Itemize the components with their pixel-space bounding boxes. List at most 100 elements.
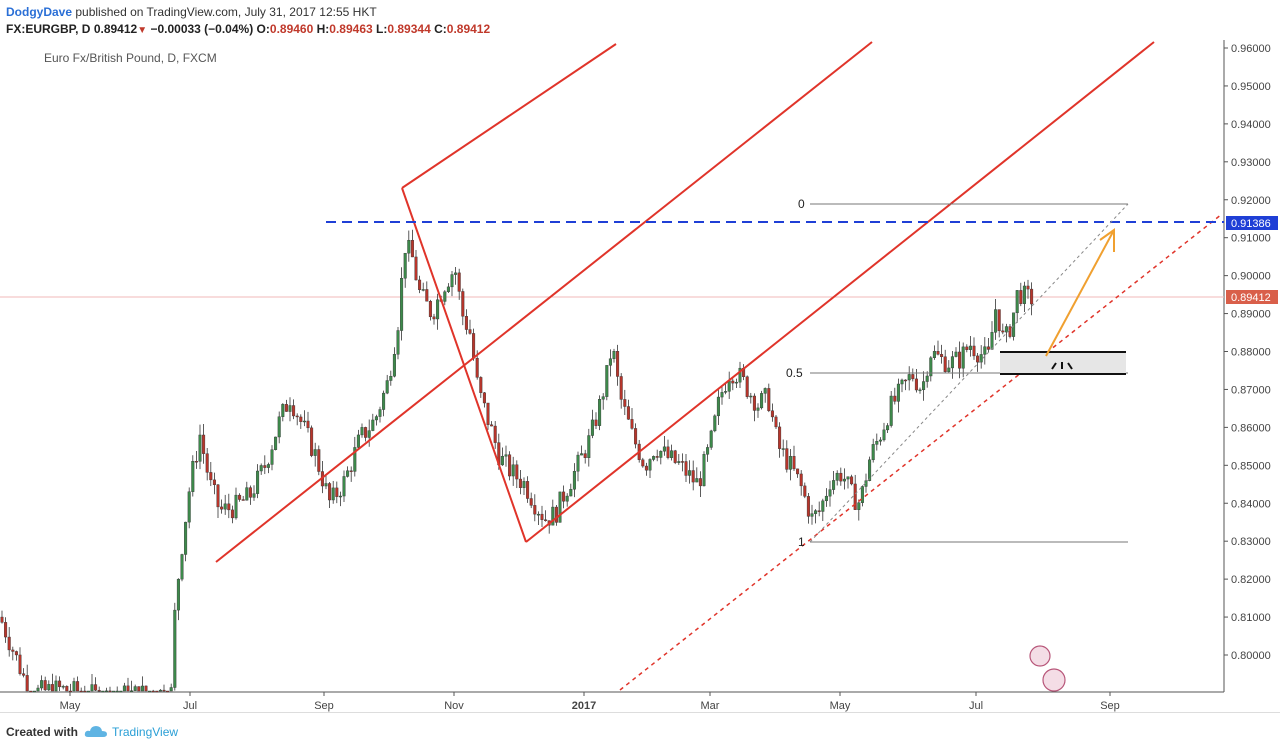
open-value: 0.89460	[269, 22, 314, 36]
candle-body	[598, 399, 602, 426]
support-zone[interactable]	[1000, 351, 1126, 375]
candle-body	[108, 690, 112, 693]
candle-body	[695, 478, 699, 483]
candle-body	[936, 351, 940, 355]
candle-body	[601, 396, 605, 400]
candle-body	[374, 416, 378, 421]
price-chart[interactable]: Euro Fx/British Pound, D, FXCM 0.960000.…	[0, 40, 1280, 712]
candle-body	[436, 299, 440, 320]
candle-body	[904, 379, 908, 382]
created-with-label: Created with	[6, 725, 79, 739]
author-link[interactable]: DodgyDave	[6, 5, 73, 19]
candle-body	[666, 446, 670, 458]
candle-body	[104, 690, 108, 693]
published-text: published on TradingView.com, July 31, 2…	[72, 5, 377, 19]
candle-body	[61, 686, 65, 688]
candle-body	[367, 430, 371, 438]
candle-body	[234, 494, 238, 519]
tradingview-link[interactable]: TradingView	[112, 725, 179, 739]
candle-body	[479, 377, 483, 393]
candle-body	[803, 485, 807, 497]
candle-body	[842, 478, 846, 482]
candle-body	[760, 393, 764, 409]
candle-body	[137, 686, 141, 692]
candle-body	[227, 503, 231, 511]
candle-body	[252, 493, 256, 498]
candle-body	[878, 439, 882, 442]
y-tick-label: 0.83000	[1231, 536, 1271, 548]
candle-body	[659, 450, 663, 458]
ohlc-line: FX:EURGBP, D 0.89412▼ −0.00033 (−0.04%) …	[6, 22, 490, 36]
candle-body	[223, 503, 227, 510]
y-tick-label: 0.89000	[1231, 309, 1271, 321]
event-badges[interactable]	[1029, 645, 1066, 692]
candle-body	[346, 470, 350, 477]
candle-body	[0, 616, 4, 623]
candle-body	[158, 689, 162, 692]
candle-body	[421, 289, 425, 291]
candle-body	[673, 450, 677, 463]
candle-body	[292, 405, 296, 417]
candle-body	[202, 434, 206, 454]
candle-body	[954, 351, 958, 357]
candle-body	[180, 554, 184, 580]
pitchfork-lower-line	[525, 41, 1155, 543]
candle-body	[662, 446, 666, 452]
candle-body	[796, 468, 800, 475]
candle-body	[619, 376, 623, 400]
x-tick-label: Mar	[701, 700, 720, 712]
candle-body	[97, 690, 101, 692]
pitchfork[interactable]	[215, 41, 1223, 691]
symbol-label: FX:EURGBP, D	[6, 22, 91, 36]
candle-body	[328, 483, 332, 501]
candle-body	[562, 491, 566, 502]
candle-body	[270, 449, 274, 465]
candle-body	[965, 346, 969, 350]
candle-body	[932, 351, 936, 359]
candle-body	[338, 495, 342, 498]
candle-body	[583, 453, 587, 459]
candle-body	[382, 392, 386, 410]
candle-body	[767, 388, 771, 411]
candle-body	[410, 239, 414, 258]
candle-body	[781, 448, 785, 450]
candle-body	[648, 459, 652, 471]
candle-body	[1012, 312, 1016, 337]
candle-body	[677, 461, 681, 463]
target-arrow[interactable]	[1045, 228, 1115, 357]
candle-body	[522, 481, 526, 488]
candle-body	[853, 483, 857, 510]
candle-body	[1001, 330, 1005, 333]
candle-body	[76, 681, 80, 692]
candle-body	[824, 495, 828, 502]
candle-body	[814, 510, 818, 514]
candle-body	[684, 461, 688, 476]
candle-body	[256, 470, 260, 494]
candle-body	[540, 513, 544, 520]
candle-body	[187, 491, 191, 523]
candle-body	[194, 461, 198, 463]
publish-header: DodgyDave published on TradingView.com, …	[0, 0, 1280, 40]
candle-body	[79, 690, 83, 693]
candle-body	[245, 487, 249, 501]
candle-body	[792, 456, 796, 470]
y-tick-label: 0.88000	[1231, 347, 1271, 359]
candle-body	[72, 681, 76, 692]
candle-body	[486, 402, 490, 425]
candle-body	[968, 345, 972, 350]
candle-body	[828, 489, 832, 497]
candle-body	[774, 416, 778, 428]
projection-marks-icon	[1051, 362, 1073, 370]
candle-body	[220, 506, 224, 510]
candle-body	[896, 383, 900, 402]
event-badge-icon[interactable]	[1029, 645, 1051, 667]
candle-body	[868, 459, 872, 481]
candle-body	[342, 476, 346, 497]
candle-body	[918, 389, 922, 392]
event-badge-icon[interactable]	[1042, 668, 1066, 692]
candle-body	[198, 434, 202, 462]
candle-body	[972, 345, 976, 357]
candle-body	[731, 380, 735, 384]
x-tick-label: Jul	[183, 700, 197, 712]
candle-body	[266, 464, 270, 468]
